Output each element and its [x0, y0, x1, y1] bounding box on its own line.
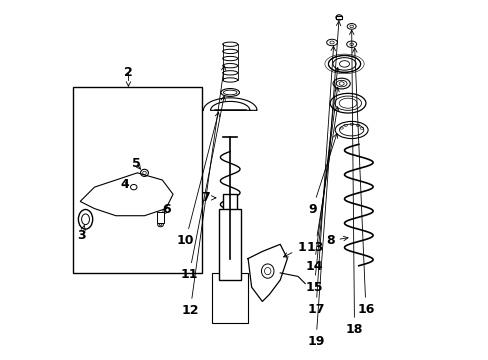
Text: 18: 18 — [345, 30, 363, 336]
Bar — [212, 273, 247, 323]
Polygon shape — [336, 16, 341, 19]
Text: 17: 17 — [306, 46, 335, 316]
Text: 8: 8 — [325, 234, 347, 247]
Text: 19: 19 — [306, 21, 340, 348]
Text: 1: 1 — [283, 241, 305, 257]
Text: 5: 5 — [132, 157, 141, 170]
Text: 3: 3 — [78, 225, 86, 242]
Text: 10: 10 — [177, 112, 219, 247]
Text: 6: 6 — [162, 203, 171, 216]
Text: 4: 4 — [120, 178, 129, 191]
Text: 14: 14 — [305, 87, 339, 273]
Text: 9: 9 — [307, 134, 337, 216]
Text: 16: 16 — [352, 48, 374, 316]
Text: 12: 12 — [181, 66, 225, 317]
Bar — [157, 212, 164, 223]
Bar — [223, 194, 237, 258]
Text: 13: 13 — [306, 107, 338, 255]
Text: 7: 7 — [201, 192, 215, 204]
Bar — [219, 208, 241, 280]
Polygon shape — [80, 173, 173, 216]
Bar — [73, 87, 201, 273]
Text: 2: 2 — [124, 66, 133, 86]
Text: 15: 15 — [305, 68, 339, 294]
Text: 11: 11 — [180, 96, 225, 281]
